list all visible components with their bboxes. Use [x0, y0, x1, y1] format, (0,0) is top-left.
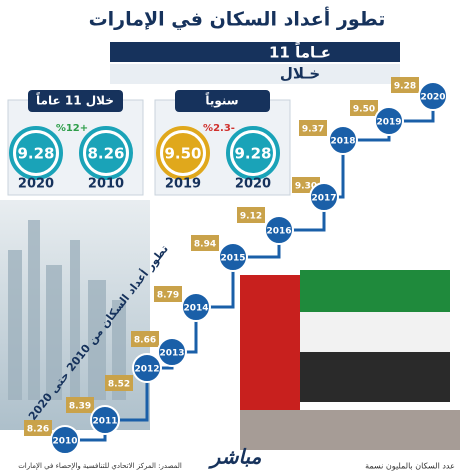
timeline-value: 8.26: [27, 425, 49, 435]
ribbon-light: [110, 64, 400, 84]
source: المصدر: المركز الاتحادي للتنافسية والإحص…: [18, 462, 182, 470]
value-box: [66, 397, 94, 413]
timeline-year: 2016: [266, 227, 291, 237]
comparison-value: 9.28: [17, 145, 54, 163]
timeline-year: 2014: [183, 304, 208, 314]
year-circle: [50, 425, 80, 455]
timeline-year: 2018: [330, 137, 355, 147]
comparison-value: 9.28: [234, 145, 271, 163]
timeline: 8.2620108.3920118.5220128.6620138.792014…: [24, 77, 448, 455]
comparison-year: 2010: [88, 177, 124, 192]
comparison-heading: سنوياً: [205, 92, 238, 109]
timeline-year: 2017: [311, 194, 336, 204]
timeline-value: 8.66: [134, 336, 156, 346]
comparison-value: 8.26: [87, 145, 124, 163]
value-box: [24, 420, 52, 436]
value-box: [299, 120, 327, 136]
value-box: [237, 207, 265, 223]
timeline-value: 9.12: [240, 212, 262, 222]
change-badge: %2.3-: [203, 123, 235, 134]
value-box: [391, 77, 419, 93]
timeline-value: 8.39: [69, 402, 91, 412]
comparison-year: 2019: [165, 177, 201, 192]
year-circle: [181, 292, 211, 322]
change-badge: %12+: [56, 123, 88, 134]
value-box: [131, 331, 159, 347]
year-circle: [264, 215, 294, 245]
timeline-value: 9.50: [353, 105, 375, 115]
ribbon: [110, 42, 400, 62]
timeline-year: 2010: [52, 437, 77, 447]
value-box: [154, 286, 182, 302]
value-box: [350, 100, 378, 116]
timeline-year: 2013: [159, 349, 184, 359]
year-circle: [309, 182, 339, 212]
value-circle-inner: [233, 133, 273, 173]
timeline-year: 2015: [220, 254, 245, 264]
subtitle-prefix: خـلال: [280, 65, 320, 83]
subtitle-duration: 11 عـاماً: [269, 41, 331, 61]
comparison-value: 9.50: [164, 145, 201, 163]
comparison-year: 2020: [18, 177, 54, 192]
value-box: [105, 375, 133, 391]
logo: مباشر: [208, 445, 262, 470]
timeline-value: 8.79: [157, 291, 179, 301]
comparison-year: 2020: [235, 177, 271, 192]
value-box: [191, 235, 219, 251]
timeline-year: 2020: [420, 93, 445, 103]
timeline-value: 9.30: [295, 182, 317, 192]
timeline-value: 8.94: [194, 240, 216, 250]
year-circle: [157, 337, 187, 367]
timeline-year: 2011: [92, 417, 117, 427]
flag-crowd: [240, 270, 460, 450]
year-circle: [132, 353, 162, 383]
timeline-value: 9.28: [394, 82, 416, 92]
value-circle-inner: [16, 133, 56, 173]
year-circle: [90, 405, 120, 435]
comparison-heading: خلال 11 عاماً: [36, 92, 114, 108]
title: تطور أعداد السكان في الإمارات: [89, 7, 386, 31]
year-circle: [218, 242, 248, 272]
year-circle: [328, 125, 358, 155]
timeline-value: 8.52: [108, 380, 130, 390]
value-circle-inner: [163, 133, 203, 173]
timeline-value: 9.37: [302, 125, 324, 135]
value-circle-inner: [86, 133, 126, 173]
year-circle: [418, 81, 448, 111]
timeline-year: 2019: [376, 118, 401, 128]
year-circle: [374, 106, 404, 136]
timeline-year: 2012: [134, 365, 159, 375]
comparison-heading-bg: [175, 90, 270, 112]
comparisons: خلال 11 عاماً%12+9.2820208.262010سنوياً%…: [7, 90, 291, 196]
unit-note: عدد السكان بالمليون نسمة: [365, 462, 455, 471]
comparison-heading-bg: [28, 90, 123, 112]
